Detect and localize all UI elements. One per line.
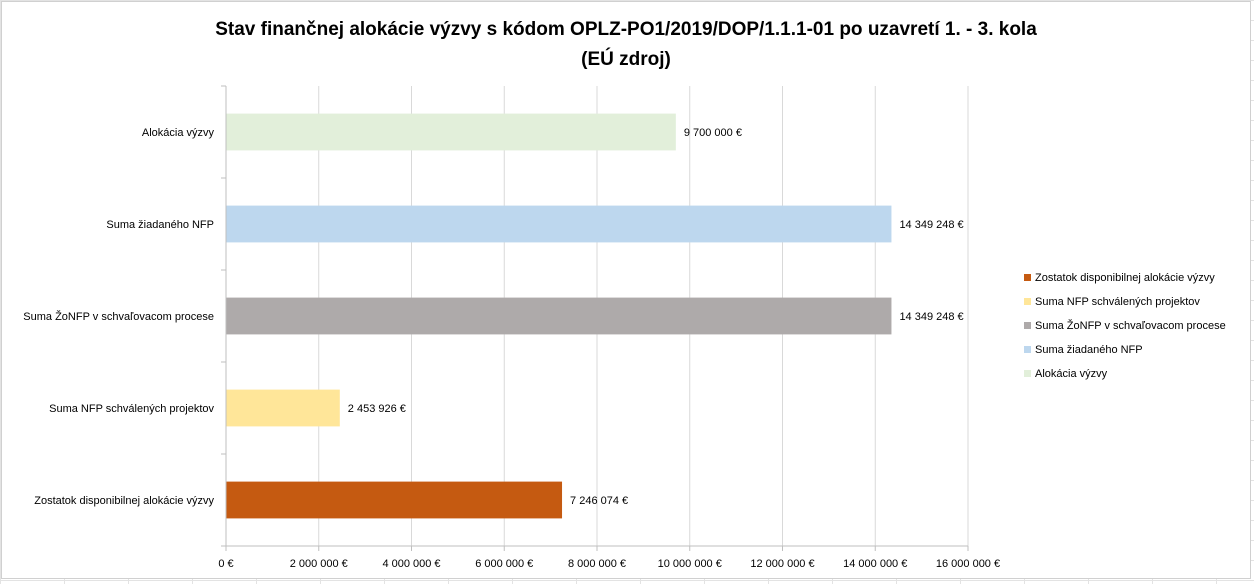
x-tick-label: 2 000 000 € xyxy=(290,558,348,570)
data-label: 2 453 926 € xyxy=(348,403,406,415)
legend-item-label[interactable]: Suma ŽoNFP v schvaľovacom procese xyxy=(1035,319,1226,332)
category-label: Zostatok disponibilnej alokácie výzvy xyxy=(34,495,214,507)
x-tick-label: 12 000 000 € xyxy=(750,558,814,570)
x-tick-label: 6 000 000 € xyxy=(475,558,533,570)
legend-item-label[interactable]: Zostatok disponibilnej alokácie výzvy xyxy=(1035,272,1215,284)
bars: 9 700 000 € 14 349 248 € 14 349 248 € 2 453… xyxy=(226,113,964,519)
bar[interactable] xyxy=(226,113,676,151)
bar[interactable] xyxy=(226,481,563,519)
category-label: Suma žiadaného NFP xyxy=(106,219,214,231)
legend[interactable]: Zostatok disponibilnej alokácie výzvy Sum… xyxy=(1024,272,1226,380)
x-tick-label: 4 000 000 € xyxy=(382,558,440,570)
legend-item-label[interactable]: Suma žiadaného NFP xyxy=(1035,344,1143,356)
x-tick-label: 16 000 000 € xyxy=(936,558,1000,570)
x-tick-label: 8 000 000 € xyxy=(568,558,626,570)
data-label: 7 246 074 € xyxy=(570,495,628,507)
x-tick-label: 14 000 000 € xyxy=(843,558,907,570)
x-tick-label: 10 000 000 € xyxy=(658,558,722,570)
legend-item-label[interactable]: Alokácia výzvy xyxy=(1035,368,1108,380)
category-label: Suma ŽoNFP v schvaľovacom procese xyxy=(23,310,214,323)
data-label: 9 700 000 € xyxy=(684,127,742,139)
data-label: 14 349 248 € xyxy=(899,219,963,231)
legend-swatch xyxy=(1024,370,1031,377)
x-tick-label: 0 € xyxy=(218,558,233,570)
legend-swatch xyxy=(1024,346,1031,353)
legend-swatch xyxy=(1024,298,1031,305)
bar[interactable] xyxy=(226,389,340,427)
chart-subtitle: (EÚ zdroj) xyxy=(581,48,671,70)
legend-swatch xyxy=(1024,322,1031,329)
category-label: Alokácia výzvy xyxy=(142,127,215,139)
axes: 0 € 2 000 000 € 4 000 000 € 6 000 000 € 8 00… xyxy=(23,85,1000,570)
legend-item-label[interactable]: Suma NFP schválených projektov xyxy=(1035,296,1200,308)
bar[interactable] xyxy=(226,205,892,243)
data-label: 14 349 248 € xyxy=(899,311,963,323)
bar[interactable] xyxy=(226,297,892,335)
chart-title: Stav finančnej alokácie výzvy s kódom OP… xyxy=(215,19,1037,40)
legend-swatch xyxy=(1024,274,1031,281)
category-label: Suma NFP schválených projektov xyxy=(49,403,214,415)
